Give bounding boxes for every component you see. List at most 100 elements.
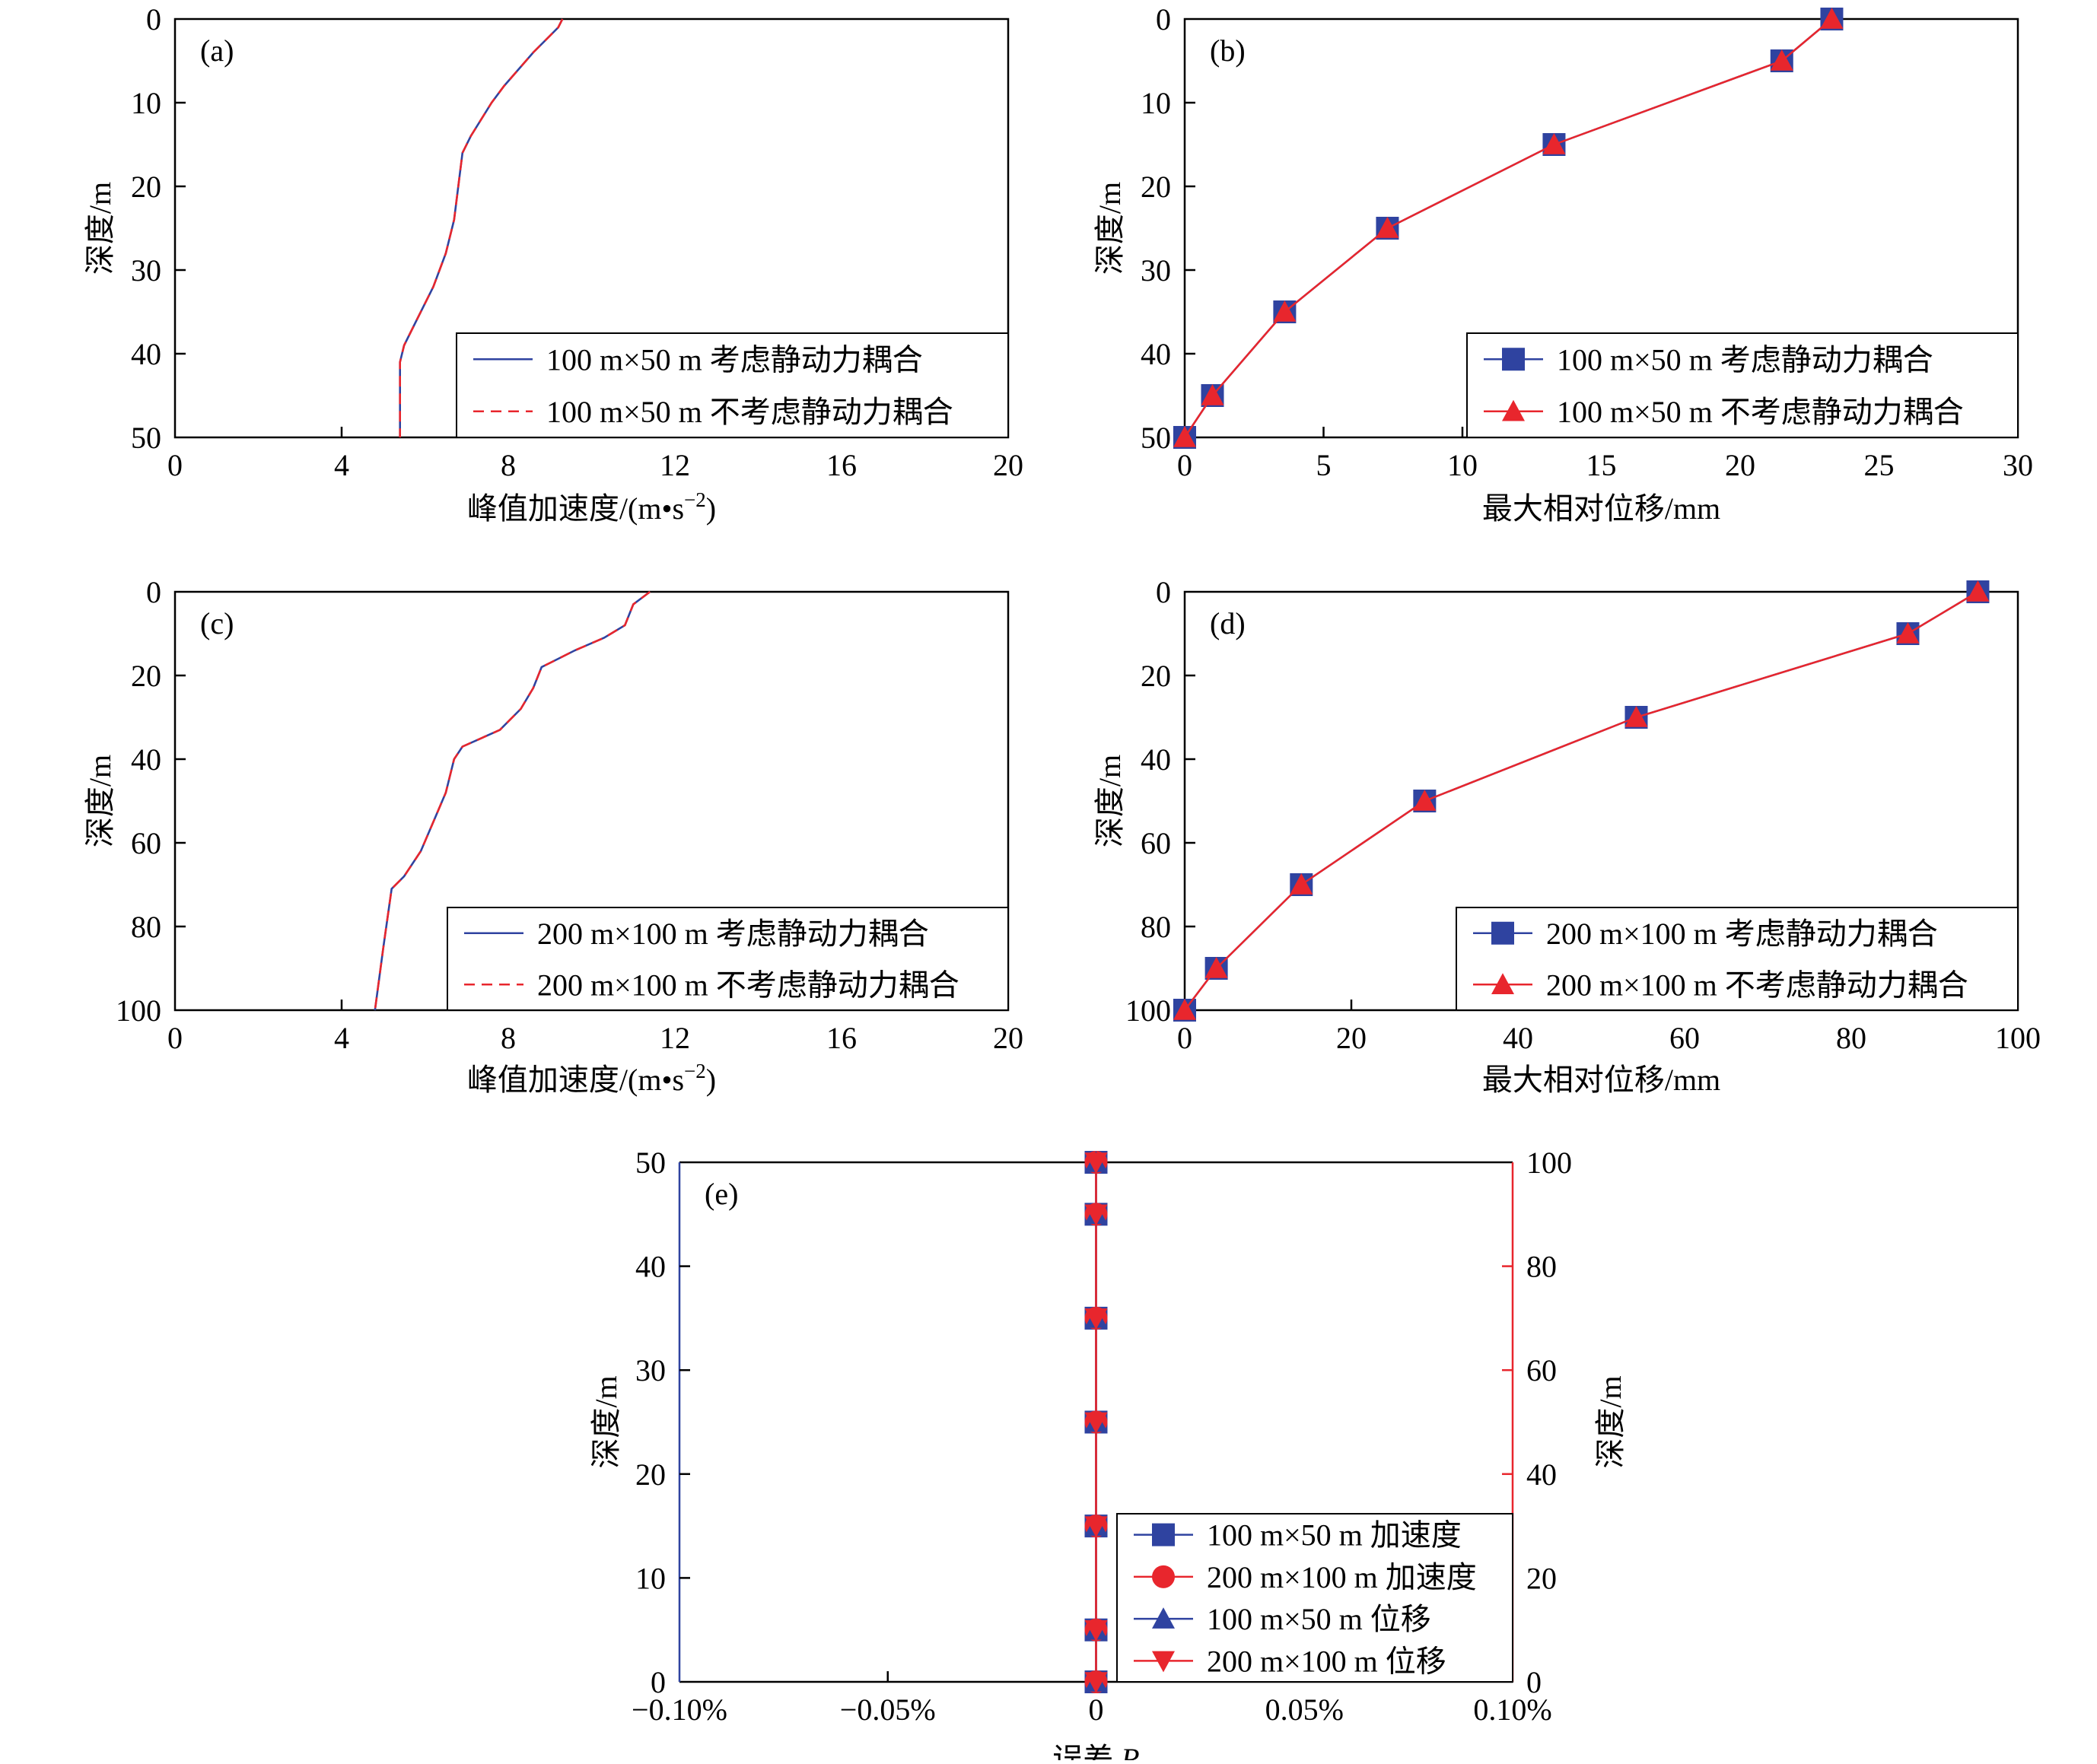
y-tick-label: 20 xyxy=(635,1457,666,1492)
x-tick-label: 25 xyxy=(1864,448,1895,482)
y-tick-label: 40 xyxy=(131,337,161,371)
data-point xyxy=(1273,300,1297,322)
x-axis-label-tail: ) xyxy=(706,1063,716,1097)
x-axis-label-text: 峰值加速度/(m•s xyxy=(467,1063,684,1097)
y-tick-label: 40 xyxy=(131,742,161,777)
x-tick-label: 15 xyxy=(1586,448,1617,482)
y-tick-label: 40 xyxy=(1141,337,1171,371)
data-point xyxy=(1820,8,1844,29)
x-axis-label: 峰值加速度/(m•s−2) xyxy=(467,488,716,526)
x-tick-label: 0 xyxy=(1089,1692,1104,1727)
x-tick-label: 8 xyxy=(501,1021,516,1055)
chart-panel-1: 0 4 8 12 16 20 0 10 20 30 40 50 峰值加速度/(m•s−2) 深度/m (a)… xyxy=(83,2,1023,526)
panel-label: (d) xyxy=(1210,606,1246,640)
series-line xyxy=(399,18,564,437)
data-point xyxy=(1084,1308,1108,1330)
x-tick-label: 0 xyxy=(1177,1021,1192,1055)
x-tick-label: 0 xyxy=(1177,448,1192,482)
legend-box xyxy=(1116,1513,1513,1683)
legend: 100 m×50 m 加速度 200 m×100 m 加速度 100 m×50 m … xyxy=(1116,1513,1513,1683)
legend-item-label: 200 m×100 m 加速度 xyxy=(1207,1560,1477,1594)
data-point xyxy=(1084,1516,1108,1538)
data-point xyxy=(1084,1204,1108,1226)
legend-marker xyxy=(1152,1607,1175,1629)
chart-panel-4: 0 20 40 60 80 100020406080100最大相对位移/mm深度/m(d)… xyxy=(1093,575,2041,1097)
data-point xyxy=(1624,706,1648,727)
x-tick-label: 0 xyxy=(167,448,183,482)
x-tick-label: 12 xyxy=(660,448,690,482)
y-tick-label: 80 xyxy=(131,910,161,944)
y2-tick-label: 40 xyxy=(1526,1457,1557,1492)
x-axis-label: 最大相对位移/mm xyxy=(1482,1063,1720,1097)
y-tick-label: 20 xyxy=(131,659,161,693)
legend-marker xyxy=(1152,1565,1175,1588)
chart-panel-5: −0.10% −0.05% 0 0.05% 0.10%01020304050020406… xyxy=(589,1146,1628,1764)
legend-marker xyxy=(1152,1651,1175,1673)
panel-label: (a) xyxy=(200,33,234,68)
x-tick-label: 16 xyxy=(826,448,857,482)
x-axis-label: 峰值加速度/(m•s−2) xyxy=(467,1060,716,1097)
x-axis-label: 误差 R xyxy=(1052,1742,1139,1760)
x-tick-label: 12 xyxy=(660,1021,690,1055)
legend: 100 m×50 m 考虑静动力耦合 100 m×50 m 不考虑静动力耦合 xyxy=(456,332,1009,438)
y-tick-label: 0 xyxy=(651,1665,666,1699)
legend-marker xyxy=(1502,348,1525,371)
y2-tick-label: 100 xyxy=(1526,1146,1572,1180)
y-tick-label: 40 xyxy=(635,1250,666,1284)
legend-item-label: 200 m×100 m 考虑静动力耦合 xyxy=(537,917,929,951)
y2-axis-label: 深度/m xyxy=(1593,1375,1628,1468)
legend-item-label: 100 m×50 m 加速度 xyxy=(1207,1518,1462,1553)
legend: 200 m×100 m 考虑静动力耦合 200 m×100 m 不考虑静动力耦合 xyxy=(1456,907,2019,1011)
legend-marker xyxy=(1152,1523,1175,1546)
y-axis-label: 深度/m xyxy=(83,755,117,847)
panel-label: (c) xyxy=(200,606,234,640)
panel-label: (e) xyxy=(705,1177,738,1211)
legend-item-label: 200 m×100 m 考虑静动力耦合 xyxy=(1546,917,1938,951)
x-tick-label: 8 xyxy=(501,448,516,482)
legend-item-label: 200 m×100 m 不考虑静动力耦合 xyxy=(537,968,959,1002)
y-tick-label: 10 xyxy=(131,86,161,120)
data-point xyxy=(1201,384,1224,405)
data-point xyxy=(1542,133,1566,154)
data-point xyxy=(1084,1672,1108,1693)
y-axis-label: 深度/m xyxy=(1093,182,1127,275)
y-axis-label: 深度/m xyxy=(83,182,117,275)
x-tick-label: 20 xyxy=(1725,448,1755,482)
x-axis-label-superscript: −2 xyxy=(684,1060,706,1082)
x-axis-label-tail: ) xyxy=(706,491,716,526)
x-tick-label: 5 xyxy=(1316,448,1332,482)
legend-marker xyxy=(1491,973,1514,994)
y-tick-label: 0 xyxy=(1156,575,1171,609)
y2-tick-label: 20 xyxy=(1526,1561,1557,1595)
data-point xyxy=(1084,1619,1108,1642)
legend-marker xyxy=(1502,399,1525,421)
y-tick-label: 50 xyxy=(131,421,161,455)
y-axis-label: 深度/m xyxy=(589,1375,623,1468)
x-tick-label: 20 xyxy=(993,448,1023,482)
legend-item-label: 100 m×50 m 不考虑静动力耦合 xyxy=(546,395,953,429)
x-tick-label: 4 xyxy=(334,448,349,482)
y-tick-label: 10 xyxy=(635,1561,666,1595)
data-point xyxy=(1376,217,1399,238)
x-tick-label: 16 xyxy=(826,1021,857,1055)
panel-label: (b) xyxy=(1210,33,1246,68)
x-tick-label: 0 xyxy=(167,1021,183,1055)
legend-box xyxy=(1456,907,2019,1011)
x-tick-label: 20 xyxy=(993,1021,1023,1055)
x-tick-label: 60 xyxy=(1669,1021,1700,1055)
y-tick-label: 30 xyxy=(635,1353,666,1387)
y-tick-label: 100 xyxy=(116,993,161,1028)
x-axis-label: 最大相对位移/mm xyxy=(1482,491,1720,526)
legend-item-label: 200 m×100 m 不考虑静动力耦合 xyxy=(1546,968,1968,1002)
y-tick-label: 20 xyxy=(1141,170,1171,204)
y-tick-label: 0 xyxy=(1156,2,1171,37)
legend: 100 m×50 m 考虑静动力耦合 100 m×50 m 不考虑静动力耦合 xyxy=(1466,332,2019,438)
data-point xyxy=(1966,580,1990,602)
data-point xyxy=(1204,957,1228,978)
x-axis-label-text: 峰值加速度/(m•s xyxy=(467,491,684,526)
data-point xyxy=(1173,999,1196,1020)
legend-box xyxy=(447,907,1009,1011)
data-point xyxy=(1896,622,1920,644)
